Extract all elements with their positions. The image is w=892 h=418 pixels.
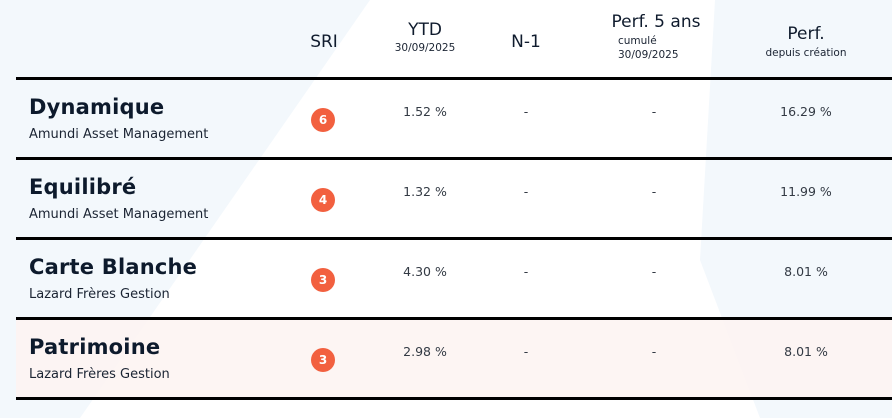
table-row[interactable]: Dynamique Amundi Asset Management 6 1.52… [16, 80, 892, 160]
sri-badge: 3 [311, 348, 335, 372]
fund-name: Patrimoine [29, 335, 161, 359]
fund-manager: Amundi Asset Management [29, 207, 209, 222]
fund-name: Equilibré [29, 175, 137, 199]
n1-value: - [523, 344, 529, 359]
table-row[interactable]: Equilibré Amundi Asset Management 4 1.32… [16, 160, 892, 240]
n1-value: - [523, 104, 529, 119]
header-perf5-cumule: cumulé [618, 35, 657, 47]
header-ytd-title: YTD [408, 20, 442, 40]
ytd-value: 2.98 % [403, 344, 447, 359]
header-n1-title: N-1 [511, 32, 541, 52]
perf5-value: - [651, 264, 657, 279]
perf-creation-value: 8.01 % [784, 344, 828, 359]
ytd-value: 1.52 % [403, 104, 447, 119]
perf5-value: - [651, 104, 657, 119]
header-perf5-date: 30/09/2025 [618, 49, 679, 61]
ytd-value: 4.30 % [403, 264, 447, 279]
n1-value: - [523, 264, 529, 279]
perf-creation-value: 8.01 % [784, 264, 828, 279]
n1-value: - [523, 184, 529, 199]
header-perf-5-ans: Perf. 5 ans cumulé 30/09/2025 [596, 12, 716, 61]
header-n1: N-1 [496, 32, 556, 52]
perf-creation-value: 11.99 % [780, 184, 832, 199]
ytd-value: 1.32 % [403, 184, 447, 199]
perf5-value: - [651, 184, 657, 199]
fund-performance-table: SRI YTD 30/09/2025 N-1 Perf. 5 ans cumul… [16, 0, 892, 400]
fund-manager: Lazard Frères Gestion [29, 367, 170, 382]
table-header: SRI YTD 30/09/2025 N-1 Perf. 5 ans cumul… [16, 0, 892, 80]
fund-manager: Lazard Frères Gestion [29, 287, 170, 302]
fund-name: Carte Blanche [29, 255, 198, 279]
header-perf-creation-sub: depuis création [765, 47, 847, 59]
table-row-highlighted[interactable]: Patrimoine Lazard Frères Gestion 3 2.98 … [16, 320, 892, 400]
header-perf-creation: Perf. depuis création [746, 24, 866, 59]
perf5-value: - [651, 344, 657, 359]
header-perf-creation-title: Perf. [787, 24, 825, 44]
sri-badge: 4 [311, 188, 335, 212]
fund-manager: Amundi Asset Management [29, 127, 209, 142]
header-sri-label: SRI [310, 32, 338, 52]
table-row[interactable]: Carte Blanche Lazard Frères Gestion 3 4.… [16, 240, 892, 320]
header-perf5-title: Perf. 5 ans [611, 12, 701, 32]
sri-badge: 3 [311, 268, 335, 292]
fund-name: Dynamique [29, 95, 165, 119]
sri-badge: 6 [311, 108, 335, 132]
header-sri: SRI [304, 32, 344, 52]
header-ytd: YTD 30/09/2025 [380, 20, 470, 54]
header-ytd-date: 30/09/2025 [394, 42, 456, 54]
perf-creation-value: 16.29 % [780, 104, 832, 119]
